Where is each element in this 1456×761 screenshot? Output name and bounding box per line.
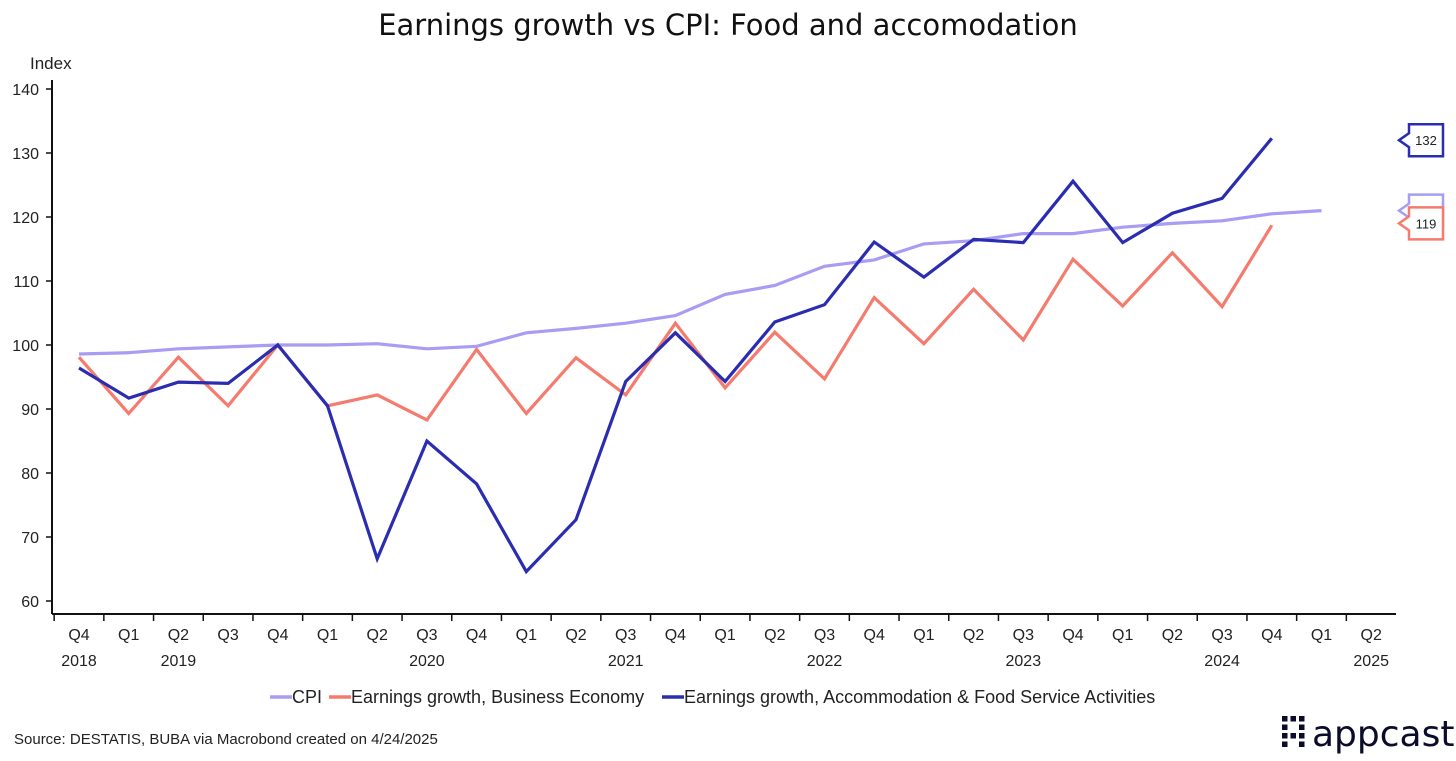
y-tick-label: 80 [21,466,39,483]
x-tick-label: Q4 [1062,627,1083,644]
axes: 60 70 80 90 100 110 120 130 140 Q4 2018 Q1 Q2 2019 Q3 Q… [12,80,1396,670]
y-axis-label: Index [30,54,72,73]
x-tick-label: Q1 [516,627,537,644]
x-year-label: 2019 [161,653,197,670]
series-line-accommodation-food [78,137,1274,575]
x-tick-label: Q4 [1261,627,1282,644]
x-tick-label: Q3 [217,627,238,644]
source-note: Source: DESTATIS, BUBA via Macrobond cre… [14,731,438,748]
x-year-label: 2024 [1204,653,1240,670]
x-tick-label: Q4 [665,627,686,644]
x-tick-label: Q1 [1311,627,1332,644]
x-tick-label: Q3 [416,627,437,644]
appcast-dot [1299,733,1305,739]
appcast-dot [1290,716,1296,722]
x-tick-label: Q3 [814,627,835,644]
x-year-label: 2022 [807,653,843,670]
y-tick-label: 70 [21,530,39,547]
x-tick-label: Q2 [764,627,785,644]
appcast-dot [1282,733,1288,739]
series-line-business-economy [77,224,1274,422]
x-tick-label: Q3 [1013,627,1034,644]
appcast-dot [1299,741,1305,747]
x-tick-label: Q4 [864,627,885,644]
legend-item-business-economy: Earnings growth, Business Economy [329,687,644,707]
x-tick-label: Q1 [1112,627,1133,644]
appcast-logo: appcast [1282,714,1455,755]
x-tick-label: Q2 [963,627,984,644]
end-tag-business-economy: 119 [1396,206,1445,241]
legend-label-accommodation-food: Earnings growth, Accommodation & Food Se… [684,687,1155,707]
appcast-wordmark: appcast [1312,714,1455,755]
legend-label-cpi: CPI [292,687,322,707]
x-tick-label: Q2 [168,627,189,644]
end-tag-accommodation-food: 132 [1396,122,1445,158]
y-tick-label: 60 [21,594,39,611]
y-tick-label: 130 [12,146,39,163]
appcast-dot [1290,733,1296,739]
x-tick-label: Q2 [1162,627,1183,644]
x-tick-label: Q3 [1211,627,1232,644]
end-tag-box [1396,122,1445,158]
x-year-label: 2020 [409,653,445,670]
appcast-dot [1282,716,1288,722]
appcast-dot [1299,724,1305,730]
x-tick-label: Q2 [1361,627,1382,644]
chart-title: Earnings growth vs CPI: Food and accomod… [378,8,1078,42]
x-tick-label: Q1 [913,627,934,644]
y-tick-label: 120 [12,210,39,227]
series-line-cpi [78,209,1322,356]
end-tag-value: 119 [1416,216,1437,231]
y-tick-label: 140 [12,82,39,99]
y-tick-label: 100 [12,338,39,355]
x-tick-label: Q2 [367,627,388,644]
appcast-dot [1299,716,1305,722]
x-year-label: 2018 [61,653,97,670]
x-year-label: 2021 [608,653,644,670]
legend-item-accommodation-food: Earnings growth, Accommodation & Food Se… [662,687,1155,707]
appcast-dot [1282,724,1288,730]
y-tick-label: 110 [13,274,39,291]
x-tick-label: Q1 [317,627,338,644]
legend: CPI Earnings growth, Business Economy Ea… [270,687,1155,707]
x-year-label: 2025 [1353,653,1389,670]
end-tag-box [1396,206,1445,241]
appcast-dot [1282,741,1288,747]
x-tick-label: Q1 [714,627,735,644]
end-value-tags: 121119132 [1396,122,1445,241]
x-tick-label: Q4 [466,627,487,644]
x-tick-label: Q1 [118,627,139,644]
appcast-dots-icon [1282,716,1305,747]
end-tag-value: 132 [1415,133,1437,148]
x-tick-label: Q4 [68,627,89,644]
legend-label-business-economy: Earnings growth, Business Economy [351,687,644,707]
x-tick-label: Q4 [267,627,288,644]
series-lines [77,137,1322,575]
y-tick-label: 90 [21,402,39,419]
x-year-label: 2023 [1006,653,1042,670]
x-tick-label: Q2 [565,627,586,644]
x-tick-label: Q3 [615,627,636,644]
legend-item-cpi: CPI [270,687,322,707]
